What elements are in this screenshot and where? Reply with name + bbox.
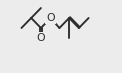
Text: O: O — [46, 13, 55, 23]
Text: O: O — [37, 33, 45, 43]
